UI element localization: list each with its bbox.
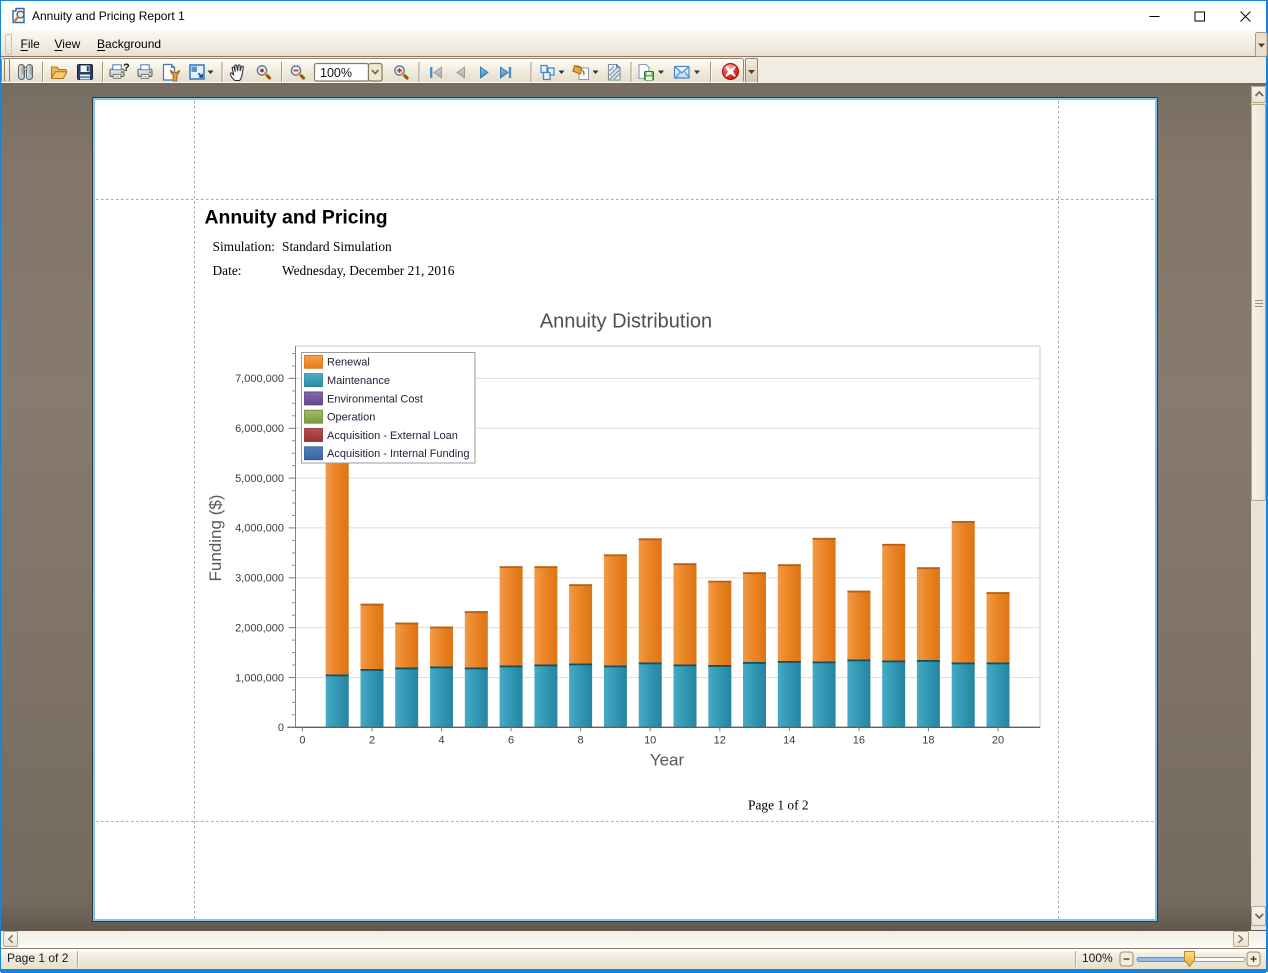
svg-text:Acquisition - External Loan: Acquisition - External Loan [327,430,458,442]
svg-text:2,000,000: 2,000,000 [235,622,284,634]
svg-text:Wednesday, December 21, 2016: Wednesday, December 21, 2016 [282,263,455,278]
svg-text:16: 16 [853,735,865,747]
svg-text:Date:: Date: [213,263,242,278]
svg-text:4: 4 [438,735,444,747]
svg-text:Annuity Distribution: Annuity Distribution [540,311,712,333]
svg-text:10: 10 [644,735,656,747]
svg-text:18: 18 [922,735,934,747]
svg-text:14: 14 [783,735,795,747]
svg-text:Renewal: Renewal [327,357,370,369]
svg-text:5,000,000: 5,000,000 [235,473,284,485]
svg-text:Funding ($): Funding ($) [206,495,225,582]
svg-text:Annuity and Pricing: Annuity and Pricing [205,207,388,229]
svg-text:Page 1 of 2: Page 1 of 2 [748,798,809,813]
svg-text:0: 0 [278,722,284,734]
svg-text:8: 8 [578,735,584,747]
svg-text:6,000,000: 6,000,000 [235,423,284,435]
svg-text:100%: 100% [320,66,352,80]
svg-text:3,000,000: 3,000,000 [235,573,284,585]
svg-text:Standard Simulation: Standard Simulation [282,239,392,254]
svg-text:20: 20 [992,735,1004,747]
svg-text:12: 12 [714,735,726,747]
svg-text:Maintenance: Maintenance [327,375,390,387]
svg-text:6: 6 [508,735,514,747]
svg-text:Environmental Cost: Environmental Cost [327,393,423,405]
svg-text:0: 0 [299,735,305,747]
svg-text:Simulation:: Simulation: [213,239,276,254]
svg-text:Year: Year [650,751,685,770]
svg-text:?: ? [123,62,130,74]
svg-text:Operation: Operation [327,412,375,424]
svg-text:1,000,000: 1,000,000 [235,672,284,684]
svg-text:2: 2 [369,735,375,747]
svg-text:4,000,000: 4,000,000 [235,523,284,535]
svg-text:Acquisition - Internal Funding: Acquisition - Internal Funding [327,448,469,460]
svg-text:7,000,000: 7,000,000 [235,373,284,385]
